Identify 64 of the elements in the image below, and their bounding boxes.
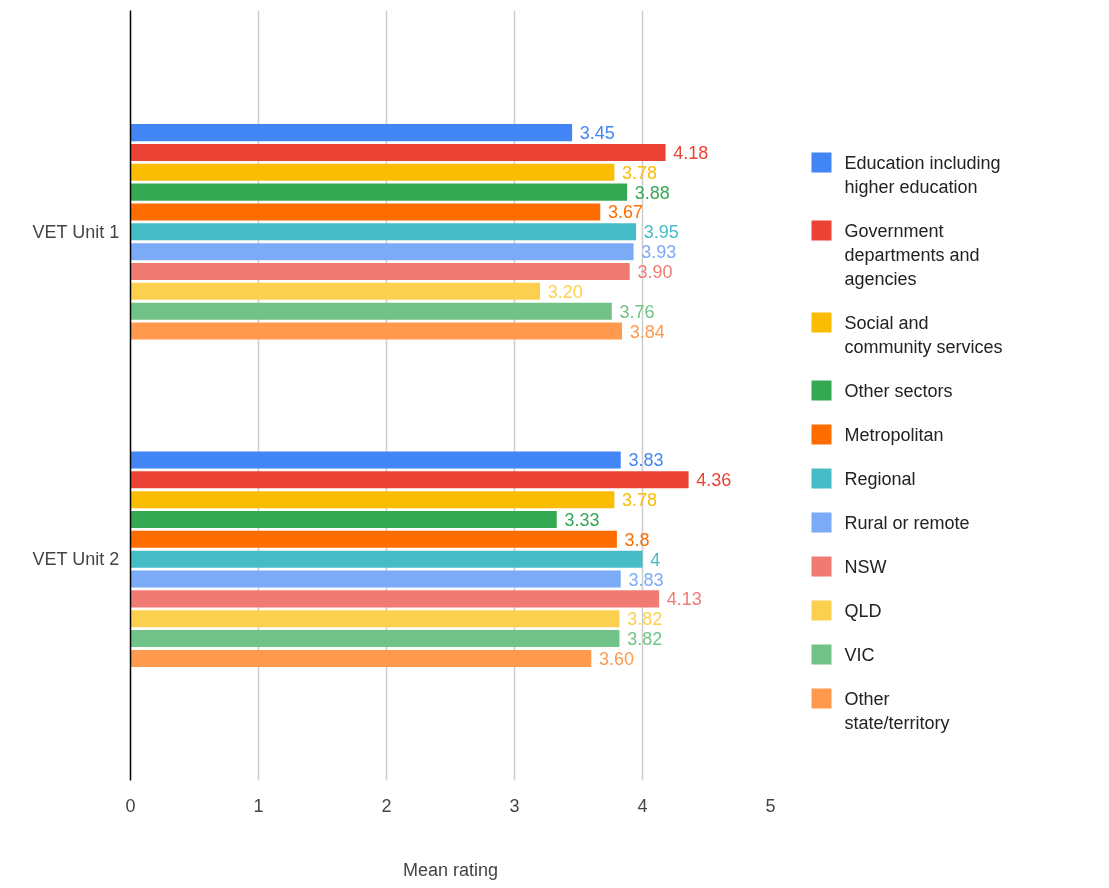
data-label: 3.90 [637, 261, 673, 282]
legend-label: Education including higher education [844, 152, 1001, 197]
data-label: 4 [650, 549, 661, 570]
bar [130, 570, 621, 588]
bar [130, 262, 630, 280]
bar [130, 630, 620, 648]
legend-label: Metropolitan [844, 424, 944, 445]
data-label: 3.76 [619, 301, 655, 322]
data-label: 3.78 [622, 490, 658, 511]
data-label: 3.82 [627, 629, 663, 650]
x-tick-label: 5 [765, 795, 776, 816]
bar [130, 282, 541, 300]
bar [130, 491, 615, 509]
legend-label: VIC [844, 644, 875, 665]
legend-label: Social and community services [844, 312, 1003, 357]
data-label: 3.83 [628, 569, 664, 590]
bar [130, 649, 592, 667]
bar [130, 530, 617, 548]
legend-label: Regional [844, 468, 916, 489]
data-label: 3.84 [629, 321, 665, 342]
data-label: 3.67 [607, 202, 643, 223]
data-label: 3.83 [628, 450, 664, 471]
data-label: 3.8 [624, 529, 650, 550]
data-label: 3.78 [622, 162, 658, 183]
x-tick-label: 4 [637, 795, 648, 816]
legend-label: NSW [844, 556, 887, 577]
bar [130, 163, 615, 181]
bar [130, 243, 634, 261]
bar [130, 203, 601, 221]
x-tick-label: 2 [381, 795, 392, 816]
legend-label: Other state/territory [844, 688, 950, 733]
bar [130, 223, 637, 241]
bar [130, 302, 612, 320]
x-tick-label: 3 [509, 795, 520, 816]
bar [130, 511, 557, 529]
legend-label: Other sectors [844, 380, 953, 401]
data-label: 3.33 [564, 510, 600, 531]
data-label: 3.45 [579, 123, 615, 144]
data-label: 3.93 [641, 242, 677, 263]
data-label: 4.36 [696, 470, 732, 491]
x-tick-label: 1 [253, 795, 264, 816]
bar [130, 610, 620, 628]
data-label: 3.82 [627, 609, 663, 630]
data-label: 3.95 [643, 222, 679, 243]
bar [130, 590, 660, 608]
data-label: 3.60 [598, 648, 635, 669]
bar [130, 143, 666, 161]
x-axis-title: Mean rating [402, 859, 499, 880]
legend-label: Government departments and agencies [844, 220, 980, 289]
data-label: 4.13 [666, 589, 702, 610]
y-tick-label: VET Unit 1 [32, 221, 120, 242]
legend-label: Rural or remote [844, 512, 970, 533]
data-label: 3.20 [547, 281, 583, 302]
data-label: 3.88 [634, 182, 670, 203]
bar [130, 183, 628, 201]
y-tick-label: VET Unit 2 [32, 549, 120, 570]
bar [130, 471, 689, 489]
data-label: 4.18 [673, 142, 709, 163]
bar [130, 124, 573, 142]
bar [130, 451, 621, 469]
legend-label: QLD [844, 600, 882, 621]
bar [130, 550, 643, 568]
bar [130, 322, 623, 340]
x-tick-label: 0 [125, 795, 136, 816]
